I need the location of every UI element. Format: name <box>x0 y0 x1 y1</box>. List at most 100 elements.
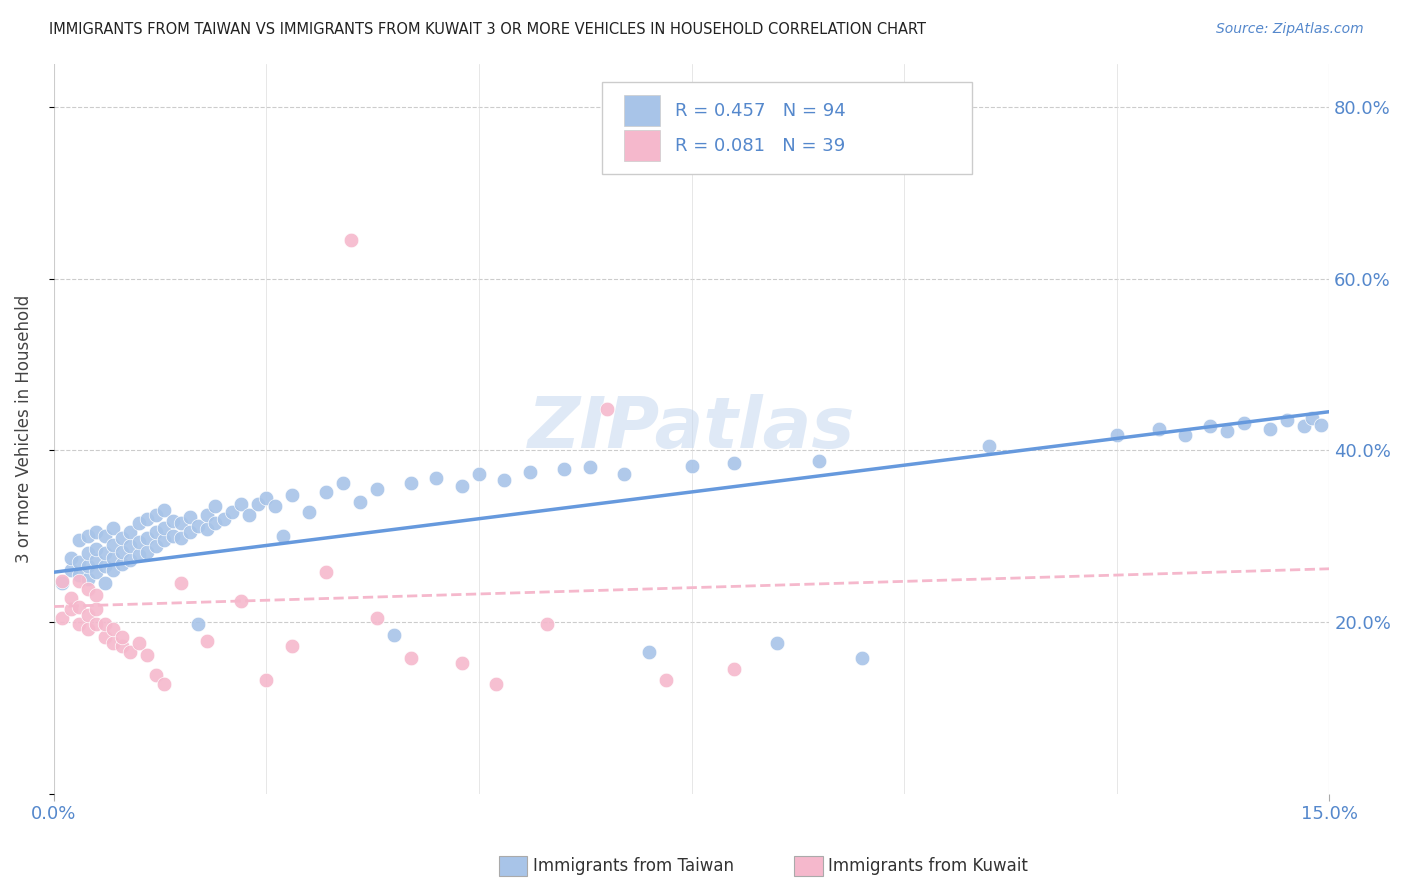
Point <box>238 508 260 522</box>
Point <box>94 631 117 645</box>
Point <box>723 662 745 676</box>
Point <box>67 574 90 588</box>
Point <box>136 531 159 545</box>
Point <box>179 510 201 524</box>
FancyBboxPatch shape <box>624 95 659 126</box>
Point <box>153 503 176 517</box>
Point <box>1147 422 1170 436</box>
Point <box>979 439 1001 453</box>
Point <box>595 402 617 417</box>
Point <box>340 233 363 247</box>
Point <box>195 508 218 522</box>
Point <box>136 648 159 662</box>
Point <box>519 465 541 479</box>
Point <box>246 497 269 511</box>
Point <box>128 548 150 562</box>
Point <box>229 497 252 511</box>
Point <box>1275 413 1298 427</box>
Point <box>187 519 209 533</box>
Text: R = 0.081   N = 39: R = 0.081 N = 39 <box>675 136 845 155</box>
Point <box>59 602 82 616</box>
Point <box>382 628 405 642</box>
Point <box>94 576 117 591</box>
Point <box>765 636 787 650</box>
Point <box>67 533 90 548</box>
Point <box>111 531 134 545</box>
Point <box>51 574 73 588</box>
Point <box>120 524 142 539</box>
Point <box>1233 416 1256 430</box>
Point <box>399 651 422 665</box>
Point <box>254 491 277 505</box>
Point <box>162 529 184 543</box>
Point <box>1258 422 1281 436</box>
Point <box>204 499 226 513</box>
Point <box>120 645 142 659</box>
Point <box>1199 419 1222 434</box>
Point <box>86 616 108 631</box>
Point <box>399 475 422 490</box>
Point <box>153 677 176 691</box>
Point <box>578 460 600 475</box>
Point <box>315 484 337 499</box>
Point <box>808 453 831 467</box>
Point <box>1174 428 1197 442</box>
Point <box>273 529 295 543</box>
Point <box>86 588 108 602</box>
Point <box>851 651 873 665</box>
Point <box>76 559 98 574</box>
Point <box>136 544 159 558</box>
Point <box>553 462 575 476</box>
Point <box>103 538 125 552</box>
Point <box>76 608 98 623</box>
Point <box>281 639 304 653</box>
FancyBboxPatch shape <box>624 130 659 161</box>
Point <box>120 553 142 567</box>
Point <box>76 582 98 597</box>
Point <box>145 540 167 554</box>
Point <box>94 616 117 631</box>
Point <box>723 456 745 470</box>
Point <box>187 616 209 631</box>
FancyBboxPatch shape <box>602 82 972 174</box>
Point <box>451 657 474 671</box>
Point <box>1216 425 1239 439</box>
Point <box>86 542 108 557</box>
Text: Source: ZipAtlas.com: Source: ZipAtlas.com <box>1216 22 1364 37</box>
Point <box>103 520 125 534</box>
Point <box>153 533 176 548</box>
Y-axis label: 3 or more Vehicles in Household: 3 or more Vehicles in Household <box>15 294 32 563</box>
Point <box>76 546 98 560</box>
Point <box>111 557 134 571</box>
Point <box>195 633 218 648</box>
Point <box>76 529 98 543</box>
Point <box>136 512 159 526</box>
Point <box>111 544 134 558</box>
Text: Immigrants from Kuwait: Immigrants from Kuwait <box>828 857 1028 875</box>
Point <box>162 514 184 528</box>
Point <box>264 499 287 513</box>
Point <box>94 529 117 543</box>
Point <box>1292 419 1315 434</box>
Point <box>221 505 243 519</box>
Point <box>204 516 226 531</box>
Point <box>332 475 354 490</box>
Point <box>655 673 678 688</box>
Text: IMMIGRANTS FROM TAIWAN VS IMMIGRANTS FROM KUWAIT 3 OR MORE VEHICLES IN HOUSEHOLD: IMMIGRANTS FROM TAIWAN VS IMMIGRANTS FRO… <box>49 22 927 37</box>
Point <box>1309 417 1331 432</box>
Point <box>1301 410 1323 425</box>
Point <box>86 524 108 539</box>
Point <box>120 540 142 554</box>
Point <box>103 636 125 650</box>
Point <box>103 550 125 565</box>
Point <box>638 645 661 659</box>
Point <box>103 622 125 636</box>
Point <box>1105 428 1128 442</box>
Point <box>145 524 167 539</box>
Point <box>145 508 167 522</box>
Point <box>298 505 321 519</box>
Point <box>494 474 516 488</box>
Point <box>281 488 304 502</box>
Point <box>612 467 634 482</box>
Text: ZIPatlas: ZIPatlas <box>527 394 855 463</box>
